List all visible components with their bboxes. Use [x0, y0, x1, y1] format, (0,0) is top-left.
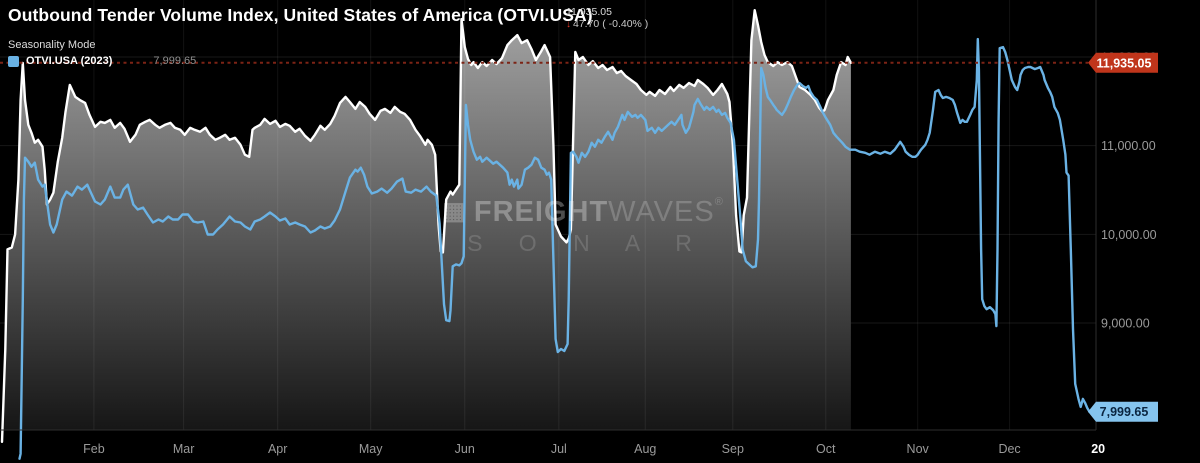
x-axis-label: Dec [998, 442, 1020, 456]
y-axis-label: 11,000.00 [1101, 139, 1156, 153]
x-axis-label: Feb [83, 442, 105, 456]
x-axis-label: Jul [551, 442, 567, 456]
price-change: ↓ 47.70 ( -0.40% ) [566, 18, 648, 31]
last-price: 11,935.05 [566, 6, 612, 18]
y-axis-label: 9,000.00 [1101, 317, 1150, 331]
series-2023-end-badge [1088, 401, 1158, 422]
last-price-badge [1088, 52, 1158, 73]
y-axis-label: 10,000.00 [1101, 228, 1157, 242]
series-current-area [2, 10, 851, 442]
x-axis-label: 20 [1091, 442, 1105, 456]
page-title: Outbound Tender Volume Index, United Sta… [8, 5, 593, 25]
badge-value-label: 7,999.65 [1100, 405, 1149, 419]
legend-value: 7,999.65 [153, 55, 197, 67]
x-axis-label: Aug [634, 442, 656, 456]
last-value-block: 11,935.05 ↓ 47.70 ( -0.40% ) [566, 6, 648, 31]
x-axis-label: Apr [268, 442, 287, 456]
price-change-text: 47.70 ( -0.40% ) [573, 18, 649, 30]
down-arrow-icon: ↓ [566, 19, 571, 30]
series-2023-line [18, 37, 1091, 460]
legend-item-otvi-2023[interactable]: OTVI.USA (2023) 7,999.65 [8, 55, 196, 67]
badge-value-label: 11,935.05 [1097, 56, 1152, 70]
legend-swatch [8, 55, 19, 67]
legend-label: OTVI.USA (2023) [26, 55, 113, 67]
x-axis-label: Jun [455, 442, 475, 456]
x-axis-label: May [359, 442, 383, 456]
x-axis-label: Oct [816, 442, 836, 456]
seasonality-mode-label: Seasonality Mode [8, 39, 96, 51]
x-axis-label: Sep [722, 442, 744, 456]
x-axis-label: Mar [173, 442, 195, 456]
x-axis-label: Nov [907, 442, 930, 456]
